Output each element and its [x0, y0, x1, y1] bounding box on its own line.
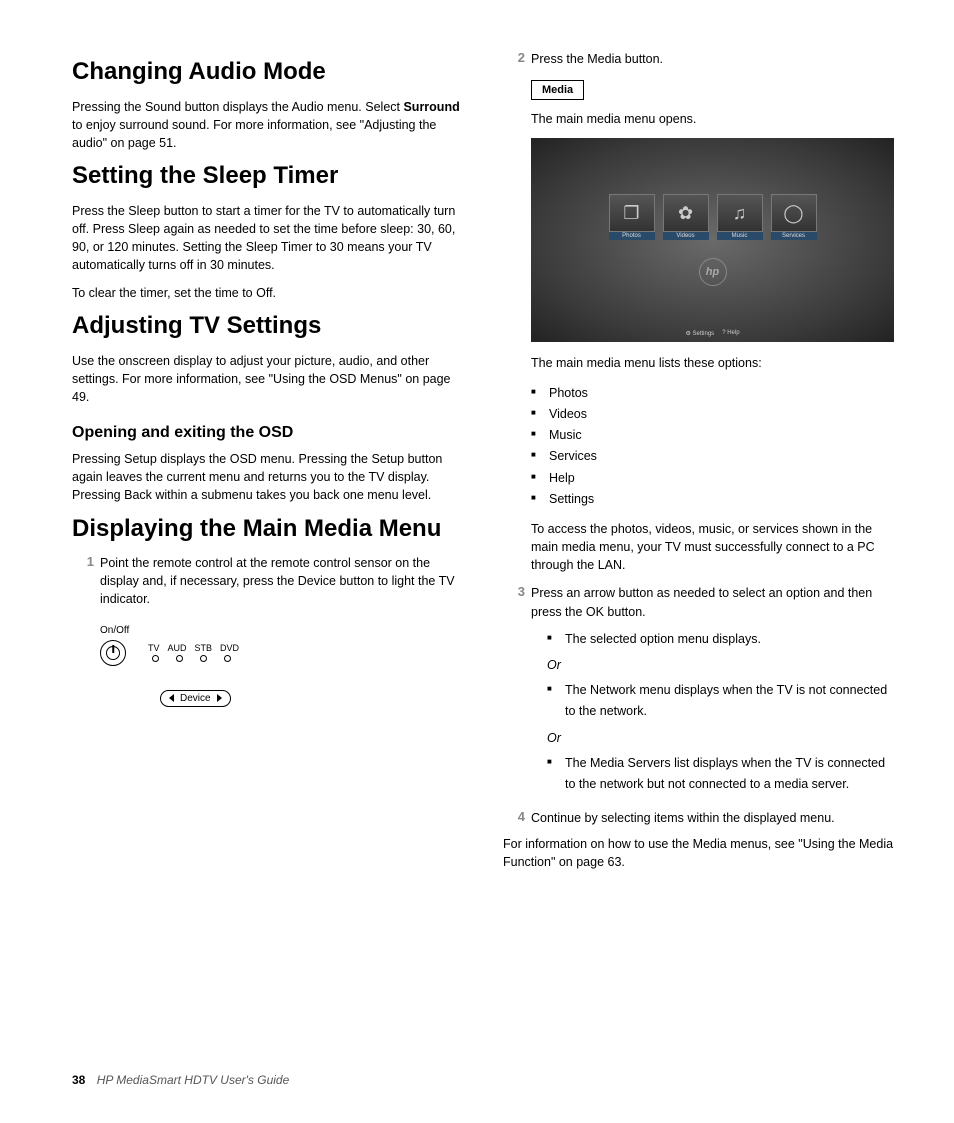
right-column: 2 Press the Media button. Media The main… [503, 50, 894, 882]
page-number: 38 [72, 1073, 85, 1087]
step-2: 2 Press the Media button. [509, 50, 894, 68]
step-1: 1 Point the remote control at the remote… [78, 554, 463, 608]
list-item: Settings [531, 489, 894, 510]
remote-diagram: On/Off TV AUD STB DVD Device [100, 625, 463, 707]
device-button-icon: Device [160, 690, 231, 707]
list-item: Videos [531, 404, 894, 425]
step-number: 2 [509, 50, 525, 68]
para-lists-options: The main media menu lists these options: [531, 354, 894, 372]
list-item: Music [531, 425, 894, 446]
media-menu-screenshot: ❐ Photos ✿ Videos ♫ Music ◯ Services hp [531, 138, 894, 342]
device-dots [152, 655, 239, 662]
list-item: Help [531, 468, 894, 489]
para-adjust: Use the onscreen display to adjust your … [72, 352, 463, 406]
step-4: 4 Continue by selecting items within the… [509, 809, 894, 827]
para-menu-opens: The main media menu opens. [531, 110, 894, 128]
para-osd: Pressing Setup displays the OSD menu. Pr… [72, 450, 463, 504]
triangle-right-icon [217, 694, 222, 702]
list-item: Services [531, 446, 894, 467]
footer-title: HP MediaSmart HDTV User's Guide [97, 1073, 290, 1087]
or-text: Or [547, 656, 894, 674]
step-3: 3 Press an arrow button as needed to sel… [509, 584, 894, 801]
left-column: Changing Audio Mode Pressing the Sound b… [72, 50, 463, 882]
tile-videos: ✿ Videos [663, 194, 709, 240]
tile-services: ◯ Services [771, 194, 817, 240]
screenshot-footer: ⚙ Settings ? Help [685, 330, 739, 337]
power-icon [100, 640, 126, 666]
tile-photos: ❐ Photos [609, 194, 655, 240]
hp-logo-icon: hp [699, 258, 727, 286]
list-item: Photos [531, 383, 894, 404]
step-number: 1 [78, 554, 94, 608]
list-item: The selected option menu displays. [547, 629, 894, 650]
para-audio: Pressing the Sound button displays the A… [72, 98, 463, 152]
media-button-graphic: Media [531, 80, 584, 100]
step-number: 3 [509, 584, 525, 801]
triangle-left-icon [169, 694, 174, 702]
step-body: Continue by selecting items within the d… [531, 809, 894, 827]
tile-music: ♫ Music [717, 194, 763, 240]
para-sleep-1: Press the Sleep button to start a timer … [72, 202, 463, 275]
or-text: Or [547, 729, 894, 747]
subheading-osd: Opening and exiting the OSD [72, 424, 463, 442]
para-sleep-2: To clear the timer, set the time to Off. [72, 284, 463, 302]
heading-adjust-tv: Adjusting TV Settings [72, 312, 463, 340]
step-body: Press an arrow button as needed to selec… [531, 584, 894, 620]
list-item: The Network menu displays when the TV is… [547, 680, 894, 723]
step-body: Press the Media button. [531, 50, 894, 68]
options-list: Photos Videos Music Services Help Settin… [531, 383, 894, 511]
heading-main-media: Displaying the Main Media Menu [72, 515, 463, 543]
page-footer: 38 HP MediaSmart HDTV User's Guide [72, 1073, 289, 1087]
para-access: To access the photos, videos, music, or … [531, 520, 894, 574]
list-item: The Media Servers list displays when the… [547, 753, 894, 796]
heading-sleep-timer: Setting the Sleep Timer [72, 162, 463, 190]
para-info: For information on how to use the Media … [503, 835, 894, 871]
device-labels: TV AUD STB DVD [148, 643, 239, 653]
step-number: 4 [509, 809, 525, 827]
step-body: Point the remote control at the remote c… [100, 554, 463, 608]
heading-audio-mode: Changing Audio Mode [72, 58, 463, 86]
onoff-label: On/Off [100, 625, 463, 636]
